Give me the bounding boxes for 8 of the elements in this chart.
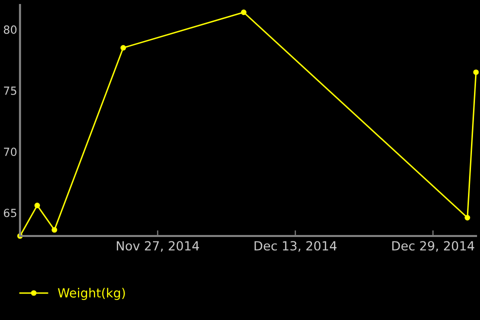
y-tick-label: 70 [4, 148, 16, 156]
x-tick-label: Nov 27, 2014 [116, 241, 199, 252]
x-tick-label: Dec 29, 2014 [392, 241, 474, 252]
y-tick-label: 80 [4, 25, 16, 34]
y-tick-label: 75 [4, 86, 16, 95]
x-tick-label: Dec 13, 2014 [254, 241, 337, 252]
legend-label: Weight(kg) [58, 288, 125, 300]
y-tick-label: 65 [4, 208, 16, 218]
